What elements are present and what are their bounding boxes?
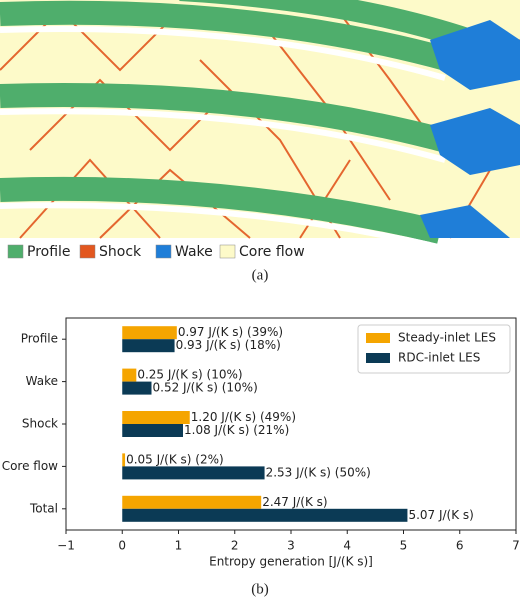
legend-swatch — [366, 353, 390, 363]
legend-swatch — [366, 333, 390, 343]
legend-swatch — [219, 244, 236, 259]
bar — [122, 424, 183, 437]
value-label: 0.25 J/(K s) (10%) — [137, 368, 242, 382]
caption: (a) — [252, 267, 269, 283]
value-label: 0.05 J/(K s) (2%) — [126, 452, 224, 466]
x-tick-label: 5 — [400, 539, 408, 553]
legend-box — [357, 324, 511, 374]
y-tick-label: Wake — [26, 374, 58, 388]
bar — [122, 453, 126, 467]
legend-label: Wake — [175, 244, 213, 260]
legend-swatch — [155, 244, 172, 259]
legend-swatch — [79, 244, 96, 259]
x-tick-label: 6 — [456, 539, 464, 553]
x-tick-label: 4 — [343, 539, 351, 553]
caption: (b) — [251, 581, 269, 597]
value-label: 0.93 J/(K s) (18%) — [176, 338, 281, 352]
x-tick-label: 7 — [512, 539, 520, 553]
legend-label: Shock — [99, 244, 142, 260]
bar — [122, 339, 175, 353]
y-tick-label: Core flow — [2, 459, 58, 473]
value-label: 2.53 J/(K s) (50%) — [266, 465, 371, 479]
value-label: 1.08 J/(K s) (21%) — [184, 423, 289, 437]
bar — [122, 411, 190, 424]
flow-field-image — [0, 0, 520, 248]
value-label: 0.52 J/(K s) (10%) — [153, 381, 258, 395]
legend-label: RDC-inlet LES — [398, 351, 480, 365]
value-label: 1.20 J/(K s) (49%) — [191, 410, 296, 424]
x-tick-label: 1 — [175, 539, 183, 553]
bar — [122, 326, 177, 340]
axes-frame — [65, 317, 517, 531]
bar — [122, 466, 265, 480]
value-label: 2.47 J/(K s) — [262, 495, 327, 509]
legend-label: Steady-inlet LES — [398, 331, 496, 345]
bar — [122, 508, 408, 522]
legend-label: Core flow — [239, 244, 305, 260]
legend-swatch — [7, 244, 24, 259]
y-tick-label: Total — [29, 501, 58, 515]
x-tick-label: 0 — [118, 539, 126, 553]
bar — [122, 495, 262, 509]
y-tick-label: Shock — [22, 417, 58, 431]
legend-label: Profile — [27, 244, 71, 260]
value-label: 5.07 J/(K s) — [408, 508, 473, 522]
x-tick-label: −1 — [57, 539, 75, 553]
bar — [122, 381, 152, 395]
x-tick-label: 2 — [231, 539, 239, 553]
value-label: 0.97 J/(K s) (39%) — [178, 325, 283, 339]
x-axis-label: Entropy generation [J/(K s)] — [209, 555, 373, 569]
x-tick-label: 3 — [287, 539, 295, 553]
y-tick-label: Profile — [21, 332, 58, 346]
bar — [122, 368, 137, 382]
